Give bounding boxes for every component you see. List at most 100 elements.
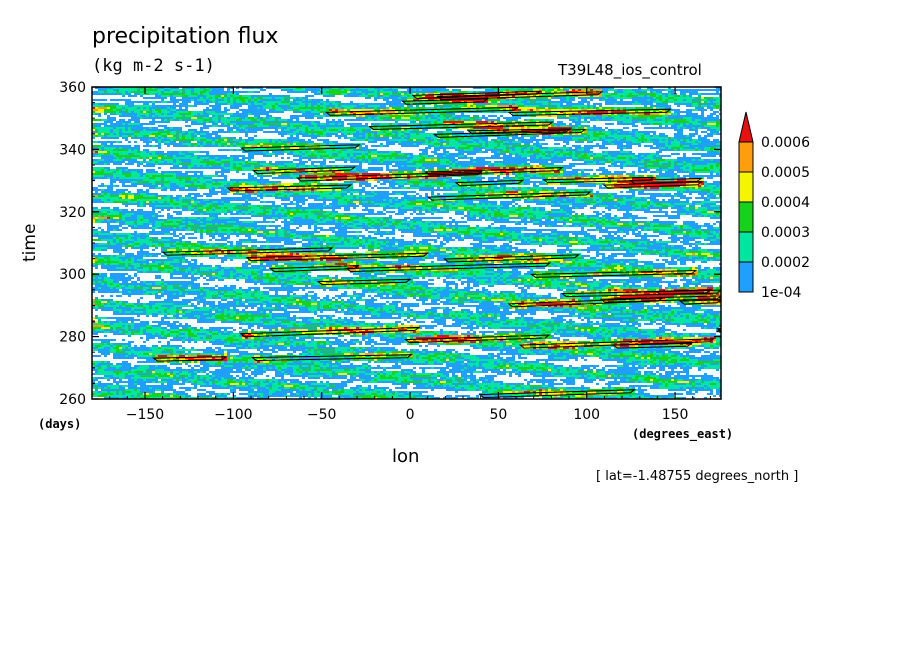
field-cell: [536, 87, 539, 89]
field-cell: [107, 109, 110, 111]
field-cell: [266, 119, 269, 121]
field-cell: [284, 103, 287, 105]
field-cell: [593, 111, 596, 113]
field-cell: [596, 93, 599, 95]
field-cell: [653, 119, 656, 121]
field-cell: [395, 141, 398, 143]
field-cell: [188, 125, 191, 127]
field-cell: [653, 117, 656, 119]
field-cell: [713, 97, 716, 99]
field-cell: [146, 103, 149, 105]
field-cell: [509, 135, 512, 137]
field-cell: [674, 117, 677, 119]
field-cell: [128, 141, 131, 143]
field-cell: [431, 107, 434, 109]
field-cell: [371, 115, 374, 117]
field-cell: [557, 123, 560, 125]
field-cell: [179, 129, 182, 131]
field-cell: [374, 117, 377, 119]
field-cell: [707, 105, 710, 107]
field-cell: [122, 95, 125, 97]
field-cell: [242, 103, 245, 105]
field-cell: [293, 123, 296, 125]
field-cell: [212, 133, 215, 135]
field-cell: [590, 141, 593, 143]
field-cell: [233, 117, 236, 119]
field-cell: [665, 103, 668, 105]
field-cell: [665, 105, 668, 107]
field-cell: [461, 91, 464, 93]
field-cell: [290, 87, 293, 89]
field-cell: [317, 135, 320, 137]
field-cell: [419, 133, 422, 135]
field-cell: [266, 111, 269, 113]
field-cell: [143, 133, 146, 135]
field-cell: [578, 133, 581, 135]
field-cell: [611, 97, 614, 99]
field-cell: [131, 109, 134, 111]
field-cell: [584, 119, 587, 121]
field-cell: [491, 127, 494, 129]
field-cell: [590, 129, 593, 131]
field-cell: [161, 121, 164, 123]
field-cell: [236, 129, 239, 131]
field-cell: [401, 139, 404, 141]
field-cell: [302, 101, 305, 103]
field-cell: [719, 99, 721, 101]
field-cell: [449, 139, 452, 141]
field-cell: [425, 99, 428, 101]
field-cell: [566, 125, 569, 127]
field-cell: [512, 115, 515, 117]
field-cell: [323, 123, 326, 125]
field-cell: [365, 95, 368, 97]
field-cell: [404, 115, 407, 117]
field-cell: [527, 127, 530, 129]
field-cell: [431, 101, 434, 103]
field-cell: [452, 131, 455, 133]
field-cell: [674, 133, 677, 135]
field-cell: [386, 91, 389, 93]
field-cell: [467, 105, 470, 107]
field-cell: [536, 141, 539, 143]
field-cell: [329, 105, 332, 107]
field-cell: [599, 135, 602, 137]
field-cell: [638, 121, 641, 123]
field-cell: [635, 95, 638, 97]
field-cell: [527, 139, 530, 141]
field-cell: [569, 109, 572, 111]
field-cell: [533, 97, 536, 99]
field-cell: [704, 97, 707, 99]
field-cell: [716, 87, 719, 89]
field-cell: [320, 107, 323, 109]
field-cell: [614, 89, 617, 91]
field-cell: [188, 137, 191, 139]
field-cell: [218, 107, 221, 109]
field-cell: [296, 91, 299, 93]
field-cell: [482, 137, 485, 139]
field-cell: [92, 131, 95, 133]
field-cell: [239, 119, 242, 121]
field-cell: [641, 115, 644, 117]
field-cell: [299, 127, 302, 129]
field-cell: [194, 123, 197, 125]
field-cell: [548, 119, 551, 121]
field-cell: [716, 99, 719, 101]
field-cell: [644, 101, 647, 103]
field-cell: [578, 115, 581, 117]
field-cell: [560, 89, 563, 91]
field-cell: [245, 141, 248, 143]
field-cell: [626, 115, 629, 117]
field-cell: [593, 119, 596, 121]
field-cell: [170, 143, 173, 145]
field-cell: [311, 137, 314, 139]
field-cell: [236, 103, 239, 105]
field-cell: [641, 107, 644, 109]
field-cell: [230, 113, 233, 115]
field-cell: [359, 91, 362, 93]
field-cell: [353, 103, 356, 105]
field-cell: [446, 103, 449, 105]
field-cell: [143, 123, 146, 125]
field-cell: [452, 141, 455, 143]
field-cell: [263, 105, 266, 107]
field-cell: [311, 95, 314, 97]
